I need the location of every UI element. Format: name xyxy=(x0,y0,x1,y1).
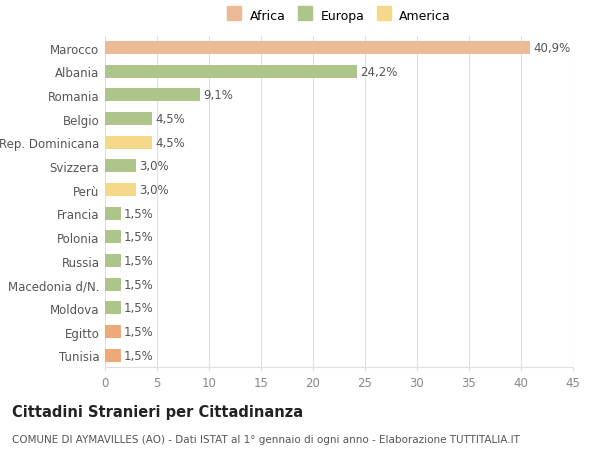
Text: 40,9%: 40,9% xyxy=(533,42,571,55)
Bar xyxy=(105,160,136,173)
Bar xyxy=(105,278,121,291)
Text: 4,5%: 4,5% xyxy=(155,136,185,150)
Bar xyxy=(105,136,152,150)
Bar xyxy=(105,349,121,362)
Text: 24,2%: 24,2% xyxy=(360,66,397,78)
Text: 3,0%: 3,0% xyxy=(139,184,169,196)
Bar xyxy=(105,302,121,315)
Text: 9,1%: 9,1% xyxy=(203,89,233,102)
Bar xyxy=(105,42,530,55)
Text: 1,5%: 1,5% xyxy=(124,278,154,291)
Text: 1,5%: 1,5% xyxy=(124,231,154,244)
Text: Cittadini Stranieri per Cittadinanza: Cittadini Stranieri per Cittadinanza xyxy=(12,404,303,419)
Text: 1,5%: 1,5% xyxy=(124,254,154,268)
Text: 3,0%: 3,0% xyxy=(139,160,169,173)
Bar xyxy=(105,325,121,338)
Text: 1,5%: 1,5% xyxy=(124,349,154,362)
Text: COMUNE DI AYMAVILLES (AO) - Dati ISTAT al 1° gennaio di ogni anno - Elaborazione: COMUNE DI AYMAVILLES (AO) - Dati ISTAT a… xyxy=(12,434,520,444)
Bar xyxy=(105,184,136,196)
Bar xyxy=(105,231,121,244)
Text: 1,5%: 1,5% xyxy=(124,325,154,338)
Bar xyxy=(105,113,152,126)
Bar xyxy=(105,89,200,102)
Legend: Africa, Europa, America: Africa, Europa, America xyxy=(222,5,456,28)
Text: 4,5%: 4,5% xyxy=(155,113,185,126)
Bar xyxy=(105,254,121,268)
Text: 1,5%: 1,5% xyxy=(124,207,154,220)
Bar xyxy=(105,207,121,220)
Bar xyxy=(105,66,356,78)
Text: 1,5%: 1,5% xyxy=(124,302,154,315)
